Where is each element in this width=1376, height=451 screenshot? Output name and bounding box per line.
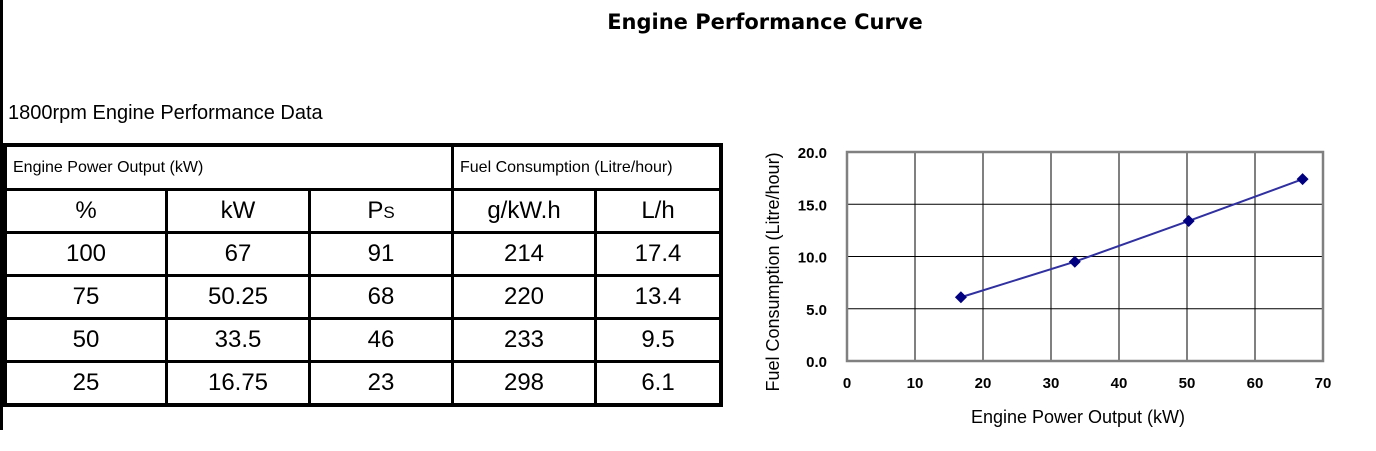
table-cell: 68	[308, 274, 454, 320]
group-header-power: Engine Power Output (kW)	[3, 143, 454, 191]
y-tick-label: 20.0	[798, 145, 827, 162]
data-point-marker	[954, 291, 967, 304]
x-tick-label: 40	[1111, 375, 1128, 392]
table-row: 75 50.25 68 220 13.4	[3, 274, 723, 320]
table-cell: 50.25	[165, 274, 311, 320]
x-tick-label: 60	[1247, 375, 1264, 392]
y-tick-label: 0.0	[806, 354, 827, 371]
x-tick-label: 30	[1043, 375, 1060, 392]
table-cell: 298	[451, 360, 597, 407]
x-tick-label: 10	[907, 375, 924, 392]
col-header-lh: L/h	[594, 188, 723, 234]
x-tick-label: 20	[975, 375, 992, 392]
group-header-row: Engine Power Output (kW) Fuel Consumptio…	[3, 143, 723, 191]
data-point-marker	[1296, 173, 1309, 186]
x-tick-label: 70	[1315, 375, 1332, 392]
data-point-marker	[1068, 255, 1081, 268]
y-tick-label: 10.0	[798, 250, 827, 267]
table-cell: 33.5	[165, 317, 311, 363]
table-row: 50 33.5 46 233 9.5	[3, 317, 723, 363]
table-cell: 91	[308, 231, 454, 277]
col-header-ps: PS	[308, 188, 454, 234]
table-cell: 220	[451, 274, 597, 320]
table-cell: 75	[3, 274, 168, 320]
table-cell: 6.1	[594, 360, 723, 407]
table-title: 1800rpm Engine Performance Data	[8, 102, 323, 124]
col-header-percent: %	[3, 188, 168, 234]
table-cell: 23	[308, 360, 454, 407]
plot-frame	[845, 150, 1325, 363]
table-cell: 50	[3, 317, 168, 363]
x-axis-label: Engine Power Output (kW)	[971, 407, 1185, 427]
ps-label: P	[367, 197, 384, 224]
table-row: 25 16.75 23 298 6.1	[3, 360, 723, 407]
data-point-marker	[1182, 214, 1195, 227]
col-header-kw: kW	[165, 188, 311, 234]
table-cell: 13.4	[594, 274, 723, 320]
y-tick-label: 5.0	[806, 302, 827, 319]
x-tick-label: 0	[843, 375, 851, 392]
table-cell: 16.75	[165, 360, 311, 407]
col-header-gkwh: g/kW.h	[451, 188, 597, 234]
performance-table: Engine Power Output (kW) Fuel Consumptio…	[3, 143, 723, 407]
y-tick-label: 15.0	[798, 197, 827, 214]
table-cell: 25	[3, 360, 168, 407]
y-axis-label: Fuel Consumption (Litre/hour)	[763, 152, 783, 391]
table-cell: 17.4	[594, 231, 723, 277]
table-cell: 233	[451, 317, 597, 363]
column-header-row: % kW PS g/kW.h L/h	[3, 188, 723, 234]
table-cell: 214	[451, 231, 597, 277]
x-tick-label: 50	[1179, 375, 1196, 392]
table-cell: 67	[165, 231, 311, 277]
series-line	[960, 178, 1303, 299]
table-cell: 100	[3, 231, 168, 277]
page-title: Engine Performance Curve	[607, 10, 923, 34]
table-cell: 46	[308, 317, 454, 363]
ps-sub: S	[383, 203, 395, 222]
left-border	[0, 0, 3, 430]
group-header-fuel: Fuel Consumption (Litre/hour)	[451, 143, 723, 191]
table-row: 100 67 91 214 17.4	[3, 231, 723, 277]
table-cell: 9.5	[594, 317, 723, 363]
